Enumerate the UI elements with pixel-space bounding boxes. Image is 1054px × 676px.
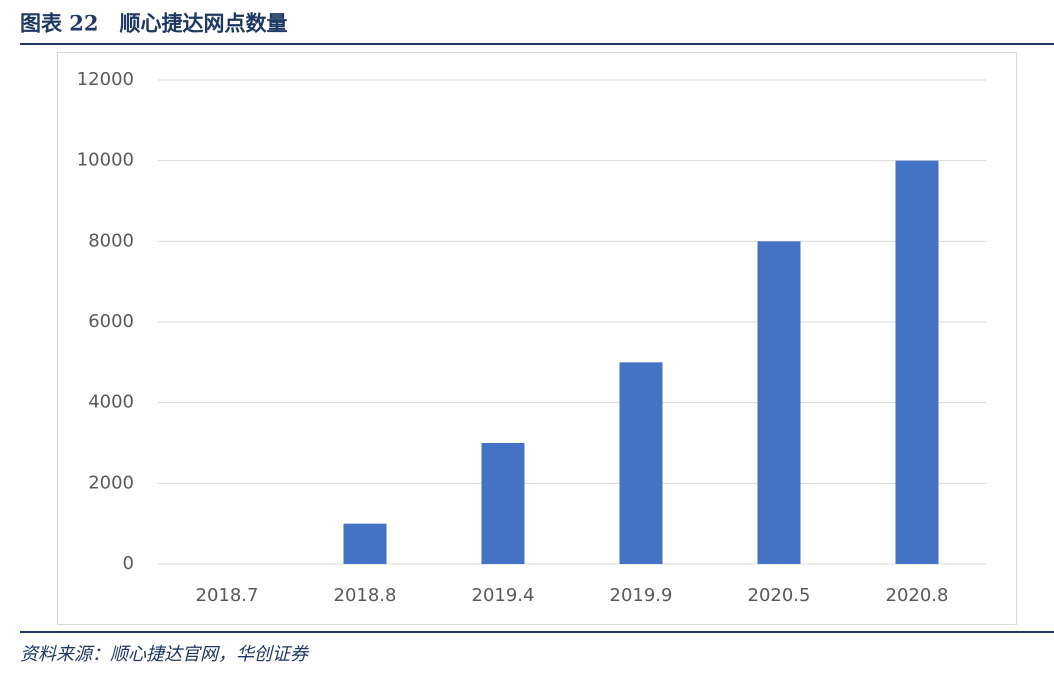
chart-title: 图表 22 顺心捷达网点数量	[20, 11, 288, 36]
bar	[757, 241, 801, 565]
y-tick-label: 12000	[77, 69, 134, 90]
y-tick-label: 4000	[88, 392, 134, 413]
chart-frame	[57, 52, 1017, 625]
y-tick-label: 0	[123, 553, 134, 574]
y-tick-label: 8000	[88, 230, 134, 251]
source-note: 资料来源：顺心捷达官网，华创证券	[20, 644, 310, 665]
x-tick-label: 2018.8	[334, 585, 397, 606]
bar	[343, 523, 387, 564]
y-tick-label: 10000	[77, 150, 134, 171]
x-tick-label: 2018.7	[196, 585, 259, 606]
x-tick-label: 2019.4	[472, 585, 535, 606]
x-tick-label: 2020.8	[886, 585, 949, 606]
x-tick-label: 2020.5	[748, 585, 811, 606]
y-tick-label: 2000	[88, 472, 134, 493]
bar	[895, 160, 939, 564]
bar	[481, 443, 525, 564]
bar	[619, 362, 663, 564]
y-tick-label: 6000	[88, 311, 134, 332]
x-tick-label: 2019.9	[610, 585, 673, 606]
